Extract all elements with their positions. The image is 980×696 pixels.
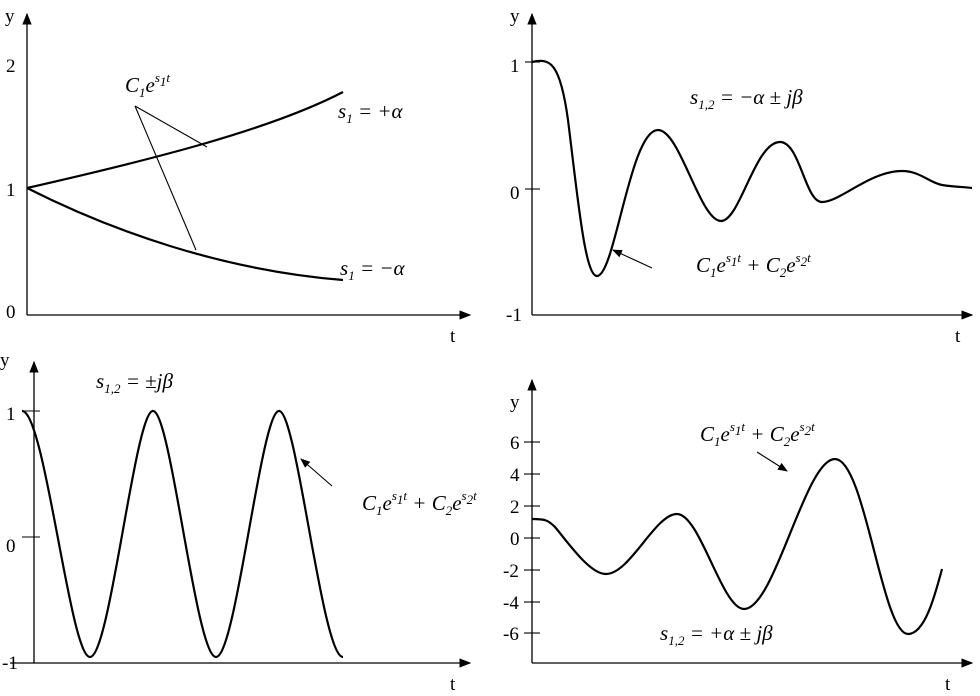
title-damped: s1,2 = −α ± jβ [690, 85, 803, 112]
panel-4-y-label: y [510, 392, 520, 413]
panel-2-x-label: t [955, 326, 961, 347]
annotation-arrow [300, 458, 333, 487]
panel-2-ytick-label: -1 [506, 305, 522, 326]
panel-3-x-label: t [450, 674, 456, 695]
annotation-sum-damped: C1es1t + C2es2t [696, 250, 811, 280]
growth-curve [26, 91, 344, 190]
annotation-c1-es1t: C1es1t [125, 70, 170, 100]
damped-oscillation-curve [531, 59, 973, 278]
annotation-sum-growing: C1es1t + C2es2t [700, 419, 815, 449]
panel-2: y t 1 0 -1 s1,2 = −α ± jβ C1es1t + C2es2… [506, 6, 974, 347]
panel-1-ytick-label: 2 [6, 56, 16, 77]
panel-1-ytick-label: 0 [6, 302, 16, 323]
panel-4-ytick-label: 6 [510, 433, 520, 454]
series-label-minus-alpha: s1 = −α [340, 256, 406, 283]
panel-1-y-label: y [5, 6, 15, 27]
panel-4-ytick-label: 4 [510, 465, 520, 486]
annotation-sum-sustained: C1es1t + C2es2t [362, 488, 477, 518]
panel-4: y t 6 4 2 0 -2 -4 -6 C1es1t + C2es2t s1,… [503, 378, 974, 695]
panel-3-ytick-label: -1 [2, 653, 18, 674]
panel-2-ytick-label: 1 [510, 56, 520, 77]
sustained-oscillation-curve [21, 409, 344, 659]
growing-oscillation-curve [531, 457, 944, 636]
series-label-plus-alpha: s1 = +α [338, 99, 404, 126]
annotation-leader [134, 105, 197, 251]
panel-3-ytick-label: 1 [6, 404, 16, 425]
title-sustained: s1,2 = ±jβ [96, 369, 173, 396]
panel-4-ytick-label: 0 [510, 529, 520, 550]
panel-3: y t 1 0 -1 s1,2 = ±jβ C1es1t + C2es2t [0, 350, 477, 695]
panel-4-ytick-label: -6 [503, 624, 519, 645]
panel-3-y-label: y [0, 350, 10, 371]
panel-3-ytick-label: 0 [6, 536, 16, 557]
annotation-leader [134, 105, 208, 148]
panel-4-ytick-label: -4 [503, 593, 519, 614]
panel-1-ytick-label: 1 [6, 180, 16, 201]
panel-2-y-label: y [510, 6, 520, 27]
annotation-arrow [612, 249, 653, 269]
panel-4-x-label: t [945, 674, 951, 695]
decay-curve [26, 187, 344, 282]
panel-2-ytick-label: 0 [510, 183, 520, 204]
annotation-arrow [756, 451, 788, 472]
panel-1: y t 2 1 0 C1es1t s1 = +α s1 = −α [5, 6, 472, 347]
panel-4-ytick-label: -2 [503, 561, 519, 582]
panel-1-x-label: t [450, 326, 456, 347]
title-growing: s1,2 = +α ± jβ [660, 621, 773, 648]
panel-4-ytick-label: 2 [510, 497, 520, 518]
